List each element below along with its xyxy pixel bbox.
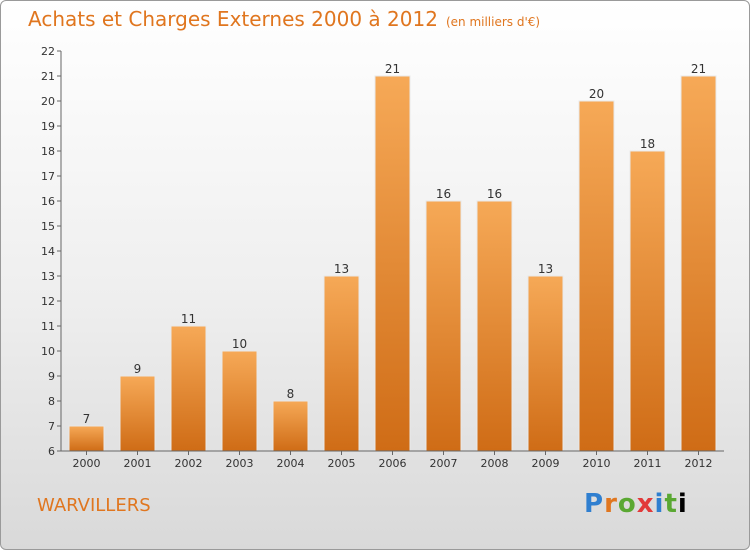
- logo-letter: t: [664, 489, 678, 519]
- y-tick-label: 9: [48, 370, 55, 383]
- data-label: 13: [538, 262, 553, 276]
- proxiti-logo[interactable]: Proxiti: [584, 489, 688, 519]
- data-label: 13: [334, 262, 349, 276]
- x-tick-label: 2006: [379, 457, 407, 470]
- data-label: 21: [385, 62, 400, 76]
- bar: [680, 75, 717, 452]
- y-axis: 6 7 8 9 10 11 12 13 14 15 16 17 18 19 20 21 22: [41, 45, 62, 458]
- data-label: 7: [83, 412, 91, 426]
- y-tick-label: 20: [41, 95, 55, 108]
- x-tick-label: 2011: [634, 457, 662, 470]
- bar: [629, 150, 666, 452]
- chart-title-text: Achats et Charges Externes 2000 à 2012: [28, 7, 438, 31]
- bar: [170, 325, 207, 452]
- commune-name: WARVILLERS: [37, 495, 151, 516]
- y-tick-label: 18: [41, 145, 55, 158]
- logo-letter: r: [604, 489, 618, 519]
- x-tick-label: 2001: [124, 457, 152, 470]
- y-tick-label: 6: [48, 445, 55, 458]
- bar: [425, 200, 462, 452]
- y-tick-label: 17: [41, 170, 55, 183]
- logo-letter: o: [617, 489, 637, 519]
- y-tick-label: 21: [41, 70, 55, 83]
- x-tick-label: 2005: [328, 457, 356, 470]
- data-label: 16: [487, 187, 502, 201]
- x-tick-label: 2012: [685, 457, 713, 470]
- x-tick-label: 2003: [226, 457, 254, 470]
- data-label: 9: [134, 362, 142, 376]
- chart-subtitle: (en milliers d'€): [445, 15, 541, 29]
- y-tick-label: 16: [41, 195, 55, 208]
- x-tick-label: 2008: [481, 457, 509, 470]
- y-tick-label: 13: [41, 270, 55, 283]
- x-tick-label: 2000: [73, 457, 101, 470]
- bar: [374, 75, 411, 452]
- logo-letter: i: [654, 489, 665, 519]
- data-label: 20: [589, 87, 604, 101]
- x-tick-label: 2010: [583, 457, 611, 470]
- y-tick-label: 22: [41, 45, 55, 58]
- data-label: 11: [181, 312, 196, 326]
- data-label: 8: [287, 387, 295, 401]
- x-tick-label: 2009: [532, 457, 560, 470]
- bar: [323, 275, 360, 452]
- x-tick-label: 2007: [430, 457, 458, 470]
- data-label: 18: [640, 137, 655, 151]
- y-tick-label: 19: [41, 120, 55, 133]
- y-tick-label: 14: [41, 245, 55, 258]
- bar: [68, 425, 105, 452]
- y-tick-label: 15: [41, 220, 55, 233]
- bars: 7 9 11 10 8 13 21 16 16 13 20 18 21: [68, 62, 717, 452]
- y-tick-label: 11: [41, 320, 55, 333]
- chart-title: Achats et Charges Externes 2000 à 2012 (e…: [28, 7, 540, 31]
- y-tick-label: 10: [41, 345, 55, 358]
- y-tick-label: 7: [48, 420, 55, 433]
- data-label: 10: [232, 337, 247, 351]
- logo-letter: i: [677, 489, 688, 519]
- data-label: 21: [691, 62, 706, 76]
- logo-letter: P: [584, 489, 605, 519]
- x-tick-label: 2002: [175, 457, 203, 470]
- x-tick-label: 2004: [277, 457, 305, 470]
- bar: [272, 400, 309, 452]
- x-axis: 2000 2001 2002 2003 2004 2005 2006 2007 2008 2009…: [61, 450, 724, 470]
- bar: [578, 100, 615, 452]
- data-label: 16: [436, 187, 451, 201]
- bar: [527, 275, 564, 452]
- bar: [221, 350, 258, 452]
- logo-letter: x: [636, 489, 655, 519]
- y-tick-label: 8: [48, 395, 55, 408]
- bar: [119, 375, 156, 452]
- y-tick-label: 12: [41, 295, 55, 308]
- bar: [476, 200, 513, 452]
